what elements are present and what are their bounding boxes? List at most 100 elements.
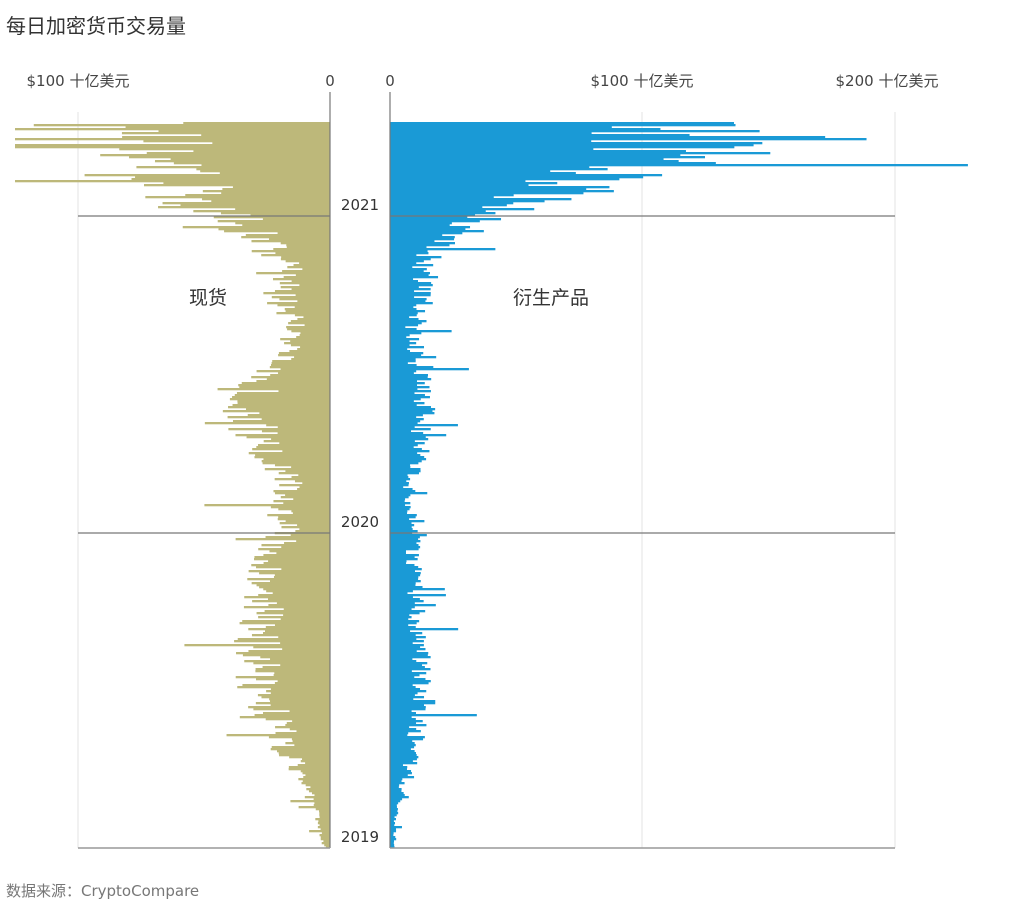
bar — [390, 472, 419, 475]
bar — [390, 418, 424, 421]
bar — [299, 528, 330, 531]
bar — [390, 496, 409, 499]
bar — [390, 312, 418, 315]
bar — [234, 640, 330, 643]
bar — [390, 254, 417, 257]
bar — [390, 316, 410, 319]
bar — [390, 518, 410, 521]
bar — [272, 592, 330, 595]
bar — [390, 526, 412, 529]
bar — [390, 710, 412, 713]
bar — [390, 424, 458, 427]
bar — [390, 534, 427, 537]
bar — [288, 322, 331, 325]
bar — [390, 436, 426, 439]
bar — [390, 508, 410, 511]
bar — [269, 238, 331, 241]
bar — [390, 484, 409, 487]
bar — [390, 824, 395, 827]
bar — [390, 768, 407, 771]
bar — [237, 686, 330, 689]
bar — [390, 494, 411, 497]
bar — [390, 608, 412, 611]
bar — [235, 434, 330, 437]
bar — [390, 190, 614, 193]
bar — [305, 774, 330, 777]
bar — [390, 182, 558, 185]
bar — [251, 250, 331, 253]
bar — [284, 342, 330, 345]
bar — [390, 620, 420, 623]
bar — [390, 336, 407, 339]
bar — [239, 386, 330, 389]
bar — [390, 172, 576, 175]
bar — [390, 310, 426, 313]
bar — [390, 790, 402, 793]
bar — [242, 620, 331, 623]
bar — [390, 728, 417, 731]
bar — [390, 826, 402, 829]
bar — [277, 232, 330, 235]
bar — [390, 800, 401, 803]
bar — [294, 744, 331, 747]
bar — [390, 822, 396, 825]
bar — [33, 124, 330, 127]
bar — [273, 500, 330, 503]
bar — [260, 656, 330, 659]
bar — [390, 214, 476, 217]
bar — [236, 652, 330, 655]
bar — [163, 182, 331, 185]
bar — [143, 184, 330, 187]
bar — [390, 618, 409, 621]
bar — [390, 366, 434, 369]
bar — [270, 704, 330, 707]
bar — [390, 760, 413, 763]
bar — [390, 476, 409, 479]
bar — [320, 838, 331, 841]
bar — [390, 384, 418, 387]
bar — [390, 772, 412, 775]
bar — [390, 688, 421, 691]
deriv-tick-label: $100 十亿美元 — [591, 72, 694, 90]
bar — [390, 162, 716, 165]
bar — [390, 582, 416, 585]
bar — [271, 364, 331, 367]
bar — [390, 818, 396, 821]
bar — [390, 252, 429, 255]
bar — [390, 140, 592, 143]
bar — [246, 408, 330, 411]
bar — [283, 502, 331, 505]
bar — [390, 762, 418, 765]
bar — [291, 466, 331, 469]
bar — [390, 730, 421, 733]
bar — [313, 804, 331, 807]
deriv-panel-label: 衍生产品 — [513, 287, 589, 309]
bar — [232, 404, 330, 407]
bar — [390, 626, 416, 629]
bar — [279, 282, 331, 285]
bar — [264, 468, 331, 471]
bar — [390, 154, 681, 157]
bar — [279, 298, 330, 301]
bar — [390, 724, 427, 727]
bar — [201, 164, 330, 167]
bar — [390, 156, 705, 159]
bar — [390, 338, 420, 341]
bar — [390, 414, 423, 417]
bar — [390, 502, 411, 505]
bar — [390, 246, 427, 249]
bar — [289, 710, 331, 713]
bar — [390, 692, 418, 695]
bar — [220, 212, 331, 215]
bar — [158, 206, 330, 209]
bar — [390, 628, 459, 631]
bar — [390, 546, 421, 549]
bar — [390, 838, 397, 841]
bar — [390, 598, 420, 601]
bar — [390, 752, 416, 755]
bar — [317, 826, 330, 829]
bar — [390, 660, 417, 663]
bar — [146, 152, 330, 155]
bar — [318, 820, 330, 823]
bar — [274, 290, 330, 293]
